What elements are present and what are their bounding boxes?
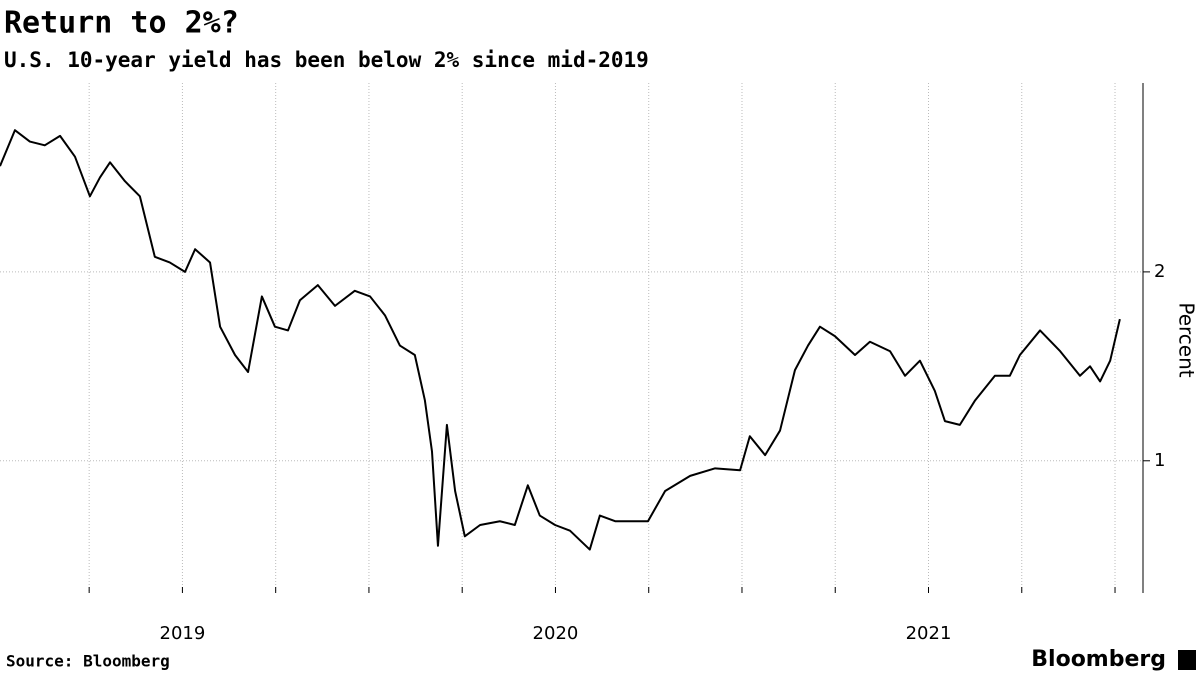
chart-subtitle: U.S. 10-year yield has been below 2% sin… bbox=[4, 48, 649, 72]
brand: Bloomberg bbox=[1031, 647, 1166, 672]
y-tick-label: 2 bbox=[1154, 261, 1165, 282]
chart-title: Return to 2%? bbox=[4, 6, 239, 41]
x-tick-label: 2019 bbox=[160, 623, 206, 644]
source: Source: Bloomberg bbox=[6, 652, 170, 671]
brand-icon bbox=[1178, 650, 1196, 670]
y-axis-label: Percent bbox=[1175, 302, 1199, 377]
y-tick-label: 1 bbox=[1154, 450, 1165, 471]
x-tick-label: 2021 bbox=[906, 623, 952, 644]
yield-line bbox=[0, 129, 1121, 551]
x-tick-label: 2020 bbox=[533, 623, 579, 644]
